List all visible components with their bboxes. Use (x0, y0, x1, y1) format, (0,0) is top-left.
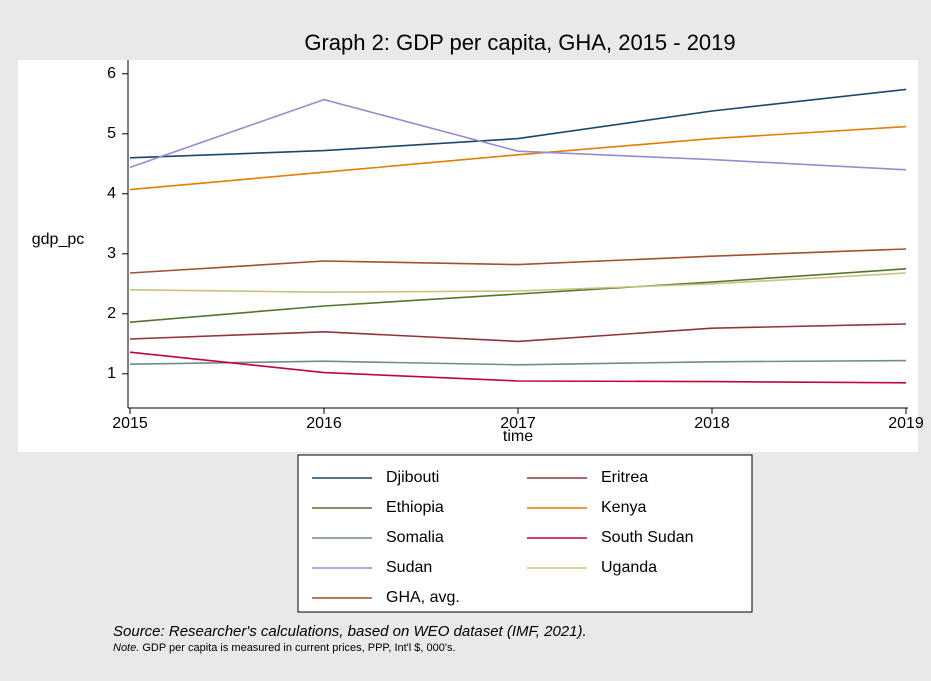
y-tick-label: 4 (107, 185, 116, 202)
legend-label: Djibouti (386, 469, 439, 486)
chart-title: Graph 2: GDP per capita, GHA, 2015 - 201… (304, 30, 735, 55)
series-line (129, 272, 907, 294)
legend-label: South Sudan (601, 529, 694, 546)
note: Note. GDP per capita is measured in curr… (113, 642, 456, 654)
x-tick-label: 2016 (306, 415, 342, 432)
series-line (129, 351, 907, 384)
y-axis-label: gdp_pc (32, 231, 85, 248)
x-tick-label: 2018 (694, 415, 730, 432)
series-line (129, 88, 907, 159)
series-line (129, 98, 907, 171)
legend-label: Uganda (601, 559, 657, 576)
plot-region (18, 60, 918, 452)
note-text: GDP per capita is measured in current pr… (139, 642, 455, 654)
series-line (129, 268, 907, 323)
legend-label: Eritrea (601, 469, 648, 486)
legend-label: Ethiopia (386, 499, 444, 516)
x-tick-label: 2015 (112, 415, 148, 432)
y-tick-label: 5 (107, 125, 116, 142)
legend (297, 454, 753, 613)
y-tick-label: 1 (107, 365, 116, 382)
x-axis-label: time (503, 428, 533, 445)
legend-label: GHA, avg. (386, 589, 460, 606)
legend-label: Somalia (386, 529, 444, 546)
note-label: Note. (113, 642, 139, 654)
x-tick-label: 2019 (888, 415, 924, 432)
y-tick-label: 3 (107, 245, 116, 262)
legend-label: Kenya (601, 499, 646, 516)
x-tick-label: 2017 (500, 415, 536, 432)
legend-label: Sudan (386, 559, 432, 576)
series-line (129, 125, 907, 191)
series-line (129, 359, 907, 366)
source: Source: Researcher's calculations, based… (113, 623, 587, 640)
y-tick-label: 6 (107, 65, 116, 82)
series-line (129, 248, 907, 274)
series-line (129, 323, 907, 343)
y-tick-label: 2 (107, 305, 116, 322)
